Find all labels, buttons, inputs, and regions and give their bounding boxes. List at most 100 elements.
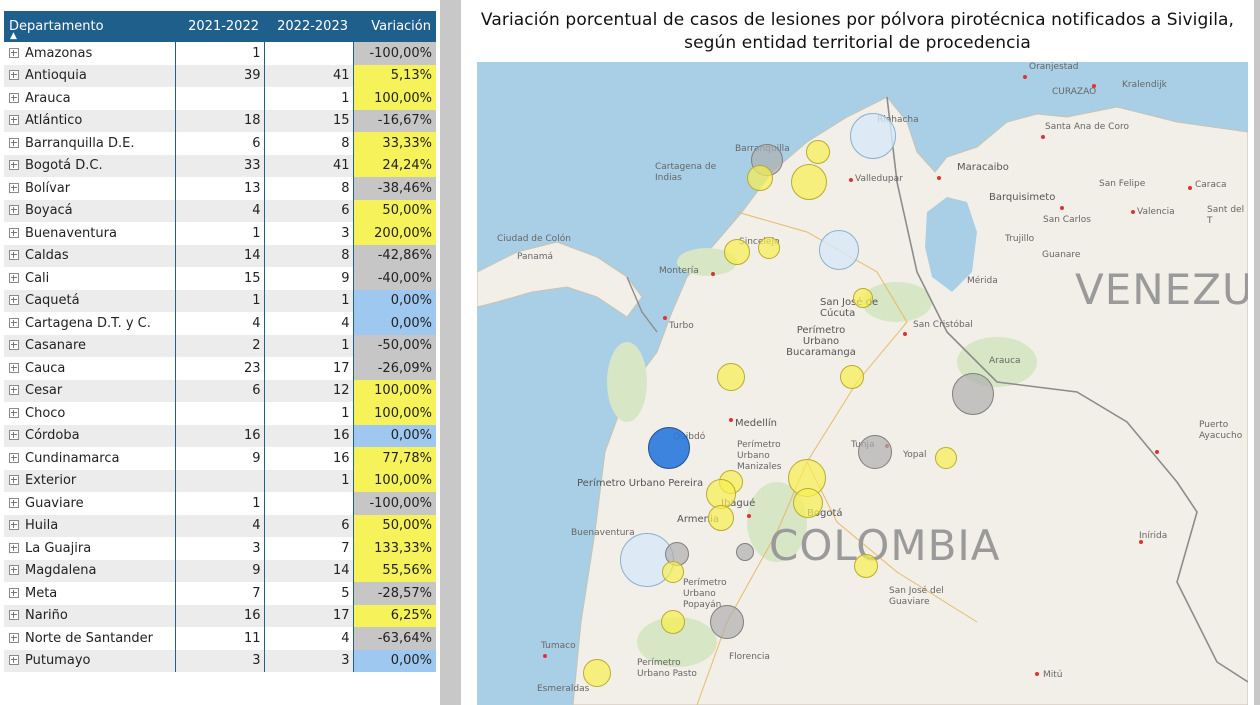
table-row[interactable]: Guaviare 1 -100,00% [4,492,436,515]
expand-plus-icon[interactable] [9,655,19,666]
cell-departamento[interactable]: Barranquilla D.E. [4,132,176,155]
cell-departamento[interactable]: La Guajira [4,537,176,560]
cell-departamento[interactable]: Guaviare [4,492,176,515]
bubble-huila[interactable] [710,605,744,639]
expand-plus-icon[interactable] [9,272,19,283]
bubble-cauca[interactable] [661,610,685,634]
cell-departamento[interactable]: Amazonas [4,42,176,65]
table-row[interactable]: Cartagena D.T. y C. 4 4 0,00% [4,312,436,335]
table-row[interactable]: Huila 4 6 50,00% [4,514,436,537]
bubble-arauca[interactable] [952,373,994,415]
cell-departamento[interactable]: Cesar [4,379,176,402]
cell-departamento[interactable]: Magdalena [4,559,176,582]
bubble-casanare[interactable] [935,447,957,469]
expand-plus-icon[interactable] [9,160,19,171]
table-row[interactable]: Choco 1 100,00% [4,402,436,425]
table-row[interactable]: Putumayo 3 3 0,00% [4,649,436,672]
table-row[interactable]: Magdalena 9 14 55,56% [4,559,436,582]
cell-departamento[interactable]: Atlántico [4,109,176,132]
table-row[interactable]: Amazonas 1 -100,00% [4,42,436,65]
header-2022-2023[interactable]: 2022-2023 [264,11,353,42]
cell-departamento[interactable]: Norte de Santander [4,627,176,650]
expand-plus-icon[interactable] [9,317,19,328]
bubble-quindio[interactable] [708,505,734,531]
table-row[interactable]: Casanare 2 1 -50,00% [4,334,436,357]
expand-plus-icon[interactable] [9,497,19,508]
bubble-antioquia[interactable] [717,363,745,391]
expand-plus-icon[interactable] [9,610,19,621]
cell-departamento[interactable]: Meta [4,582,176,605]
expand-plus-icon[interactable] [9,542,19,553]
bubble-meta[interactable] [854,554,878,578]
expand-plus-icon[interactable] [9,362,19,373]
cell-departamento[interactable]: Huila [4,514,176,537]
expand-plus-icon[interactable] [9,295,19,306]
bubble-boyaca[interactable] [858,435,892,469]
table-row[interactable]: Barranquilla D.E. 6 8 33,33% [4,132,436,155]
expand-plus-icon[interactable] [9,92,19,103]
cell-departamento[interactable]: Cauca [4,357,176,380]
table-row[interactable]: Bogotá D.C. 33 41 24,24% [4,154,436,177]
cell-departamento[interactable]: Bolívar [4,177,176,200]
bubble-santander[interactable] [840,365,864,389]
table-row[interactable]: La Guajira 3 7 133,33% [4,537,436,560]
bubble-buenaventura[interactable] [662,561,684,583]
expand-plus-icon[interactable] [9,182,19,193]
cell-departamento[interactable]: Exterior [4,469,176,492]
table-row[interactable]: Exterior 1 100,00% [4,469,436,492]
bubble-narino[interactable] [583,659,611,687]
table-row[interactable]: Córdoba 16 16 0,00% [4,424,436,447]
header-2021-2022[interactable]: 2021-2022 [175,11,264,42]
expand-plus-icon[interactable] [9,47,19,58]
table-row[interactable]: Norte de Santander 11 4 -63,64% [4,627,436,650]
table-row[interactable]: Atlántico 18 15 -16,67% [4,109,436,132]
expand-plus-icon[interactable] [9,70,19,81]
expand-plus-icon[interactable] [9,475,19,486]
expand-plus-icon[interactable] [9,520,19,531]
table-row[interactable]: Cali 15 9 -40,00% [4,267,436,290]
table-row[interactable]: Buenaventura 1 3 200,00% [4,222,436,245]
expand-plus-icon[interactable] [9,565,19,576]
bubble-choco[interactable] [648,427,690,469]
expand-plus-icon[interactable] [9,205,19,216]
cell-departamento[interactable]: Buenaventura [4,222,176,245]
sort-ascending-icon[interactable]: ▲ [10,31,17,41]
expand-plus-icon[interactable] [9,137,19,148]
table-row[interactable]: Bolívar 13 8 -38,46% [4,177,436,200]
cell-departamento[interactable]: Choco [4,402,176,425]
expand-plus-icon[interactable] [9,227,19,238]
table-row[interactable]: Caquetá 1 1 0,00% [4,289,436,312]
table-row[interactable]: Boyacá 4 6 50,00% [4,199,436,222]
bubble-barranquilla[interactable] [806,140,830,164]
expand-plus-icon[interactable] [9,452,19,463]
bubble-cartagena[interactable] [747,165,773,191]
header-variacion[interactable]: Variación [353,11,436,42]
cell-departamento[interactable]: Putumayo [4,649,176,672]
bubble-risaralda[interactable] [706,479,736,509]
cell-departamento[interactable]: Arauca [4,87,176,110]
cell-departamento[interactable]: Antioquia [4,64,176,87]
map-area[interactable]: COLOMBIA VENEZU Oranjestad CURAZAO Krale… [477,62,1248,705]
table-row[interactable]: Nariño 16 17 6,25% [4,604,436,627]
header-departamento[interactable]: Departamento ▲ [4,11,175,42]
bubble-cesar[interactable] [819,230,859,270]
expand-plus-icon[interactable] [9,115,19,126]
cell-departamento[interactable]: Cundinamarca [4,447,176,470]
bubble-bogota[interactable] [793,488,823,518]
cell-departamento[interactable]: Bogotá D.C. [4,154,176,177]
table-row[interactable]: Caldas 14 8 -42,86% [4,244,436,267]
expand-plus-icon[interactable] [9,340,19,351]
expand-plus-icon[interactable] [9,587,19,598]
bubble-la-guajira[interactable] [850,113,896,159]
cell-departamento[interactable]: Cali [4,267,176,290]
cell-departamento[interactable]: Boyacá [4,199,176,222]
table-row[interactable]: Cauca 23 17 -26,09% [4,357,436,380]
expand-plus-icon[interactable] [9,385,19,396]
bubble-norte-santander[interactable] [853,288,873,308]
bubble-sucre[interactable] [758,237,780,259]
table-row[interactable]: Antioquia 39 41 5,13% [4,64,436,87]
table-row[interactable]: Arauca 1 100,00% [4,87,436,110]
table-row[interactable]: Cesar 6 12 100,00% [4,379,436,402]
cell-departamento[interactable]: Casanare [4,334,176,357]
expand-plus-icon[interactable] [9,632,19,643]
